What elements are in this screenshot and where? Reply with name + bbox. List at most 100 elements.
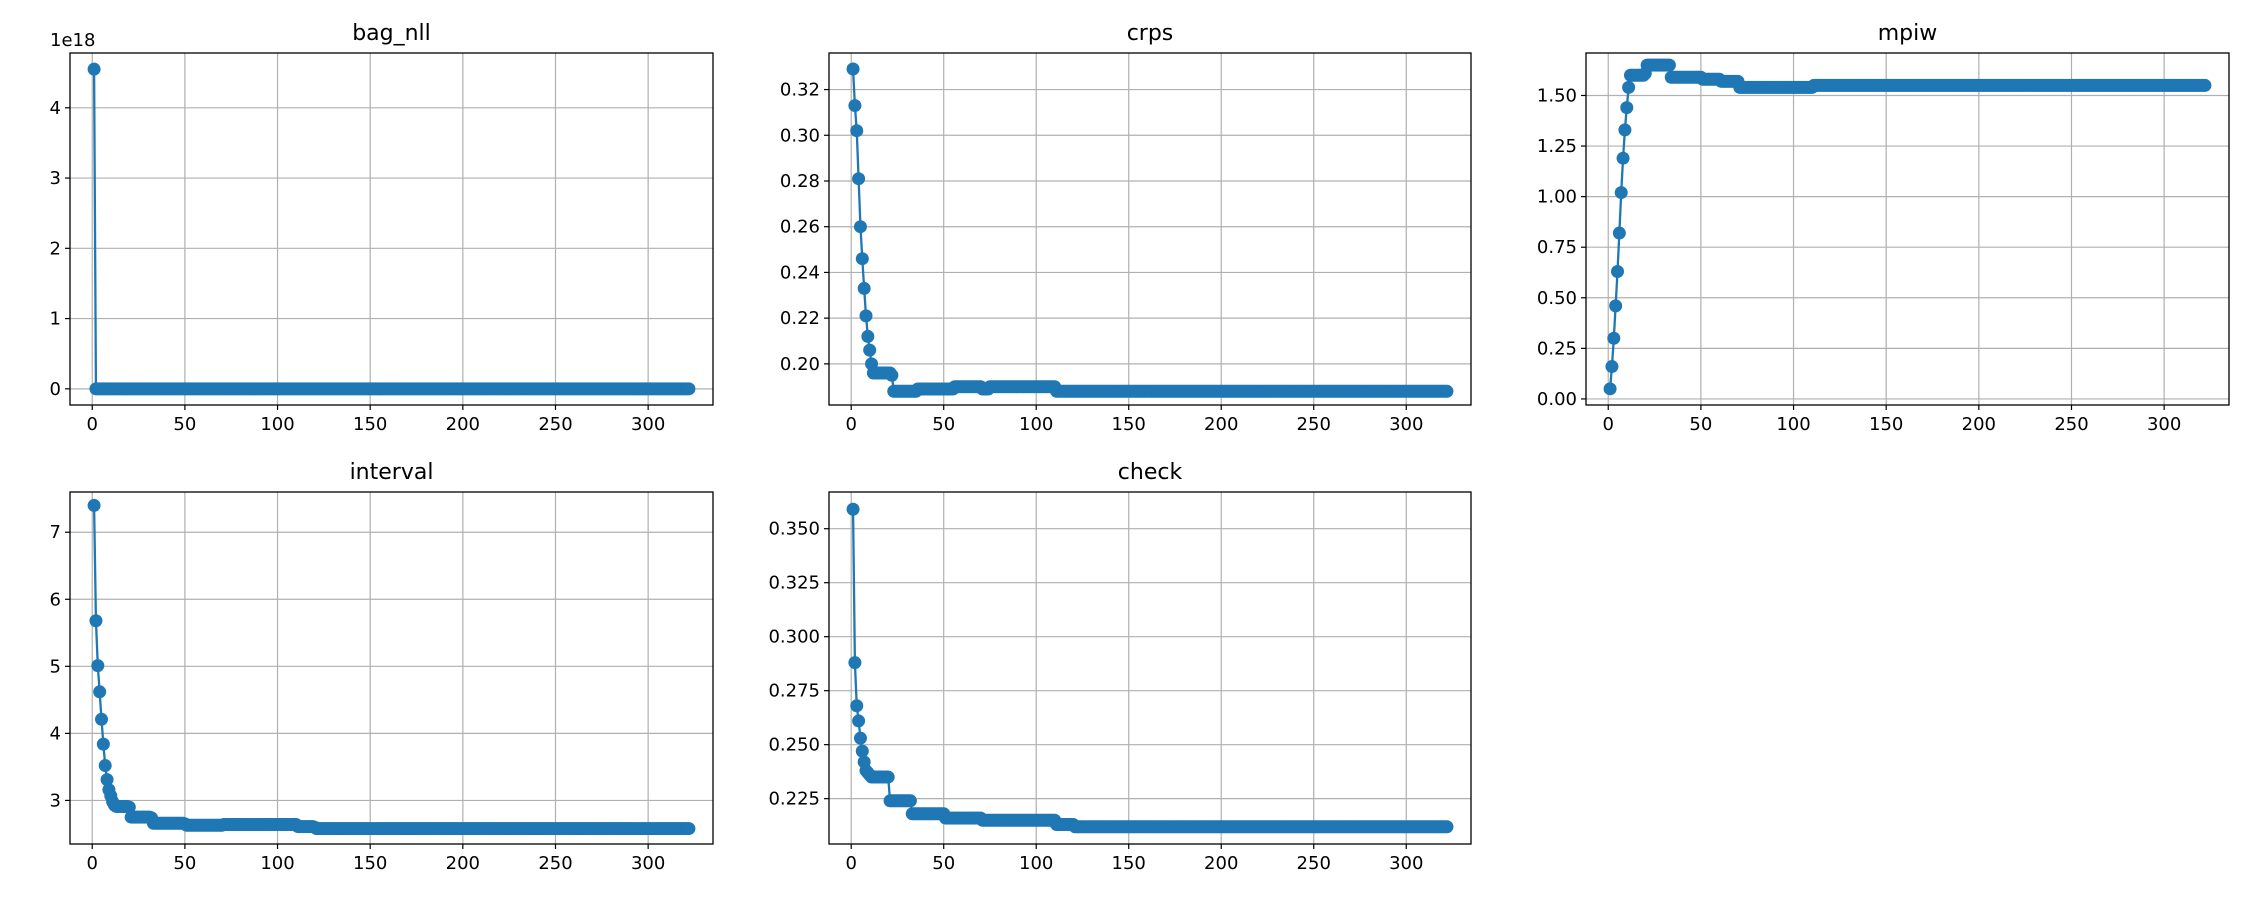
data-point	[853, 220, 867, 234]
series-line	[92, 505, 689, 830]
x-tick-label: 200	[446, 414, 480, 435]
data-point	[1611, 264, 1624, 278]
x-tick-label: 250	[1297, 853, 1331, 874]
y-tick-label: 1.50	[1537, 85, 1577, 106]
x-tick-label: 50	[1689, 414, 1712, 435]
data-point	[846, 502, 860, 516]
data-point	[96, 737, 110, 751]
x-tick-label: 250	[538, 414, 572, 435]
data-point	[1605, 360, 1619, 374]
x-tick-label: 300	[631, 414, 665, 435]
x-tick-label: 100	[260, 414, 294, 435]
data-point	[853, 731, 867, 745]
axes-frame	[828, 491, 1472, 845]
subplot-crps: 0 50 100 150 200 250 300 0.20 0.22 0.24 0.26 0.28 0.…	[780, 21, 1472, 435]
x-tick-label: 300	[1389, 414, 1423, 435]
subplot-mpiw: 0 50 100 150 200 250 300 0.00 0.25 0.50 0.75 1.00 1.…	[1537, 21, 2230, 435]
y-tick-label: 4	[50, 723, 61, 744]
data-point	[881, 770, 895, 784]
subplot-title: crps	[1127, 21, 1174, 46]
series-line	[92, 69, 689, 390]
y-tick-label: 4	[50, 98, 61, 119]
data-point	[1620, 101, 1634, 115]
y-tick-label: 3	[50, 790, 61, 811]
y-tick-label: 0.275	[768, 681, 820, 702]
data-point	[682, 822, 696, 836]
y-tick-label: 0.00	[1537, 389, 1577, 410]
subplot-title: bag_nll	[352, 21, 431, 46]
x-tick-label: 200	[1962, 414, 1996, 435]
subplot-bag-nll: 0 50 100 150 200 250 300 0 1 2 3 4 bag_nll 1e18	[50, 21, 714, 435]
y-tick-label: 0	[50, 379, 61, 400]
data-point	[98, 759, 112, 773]
data-point	[863, 343, 877, 357]
y-tick-label: 0.250	[768, 735, 820, 756]
x-tick-label: 100	[1776, 414, 1810, 435]
y-tick-label: 0.50	[1537, 288, 1577, 309]
x-tick-label: 150	[353, 853, 387, 874]
data-point	[95, 712, 108, 726]
series-line	[1608, 63, 2205, 389]
data-point	[1616, 151, 1630, 165]
data-point	[848, 656, 862, 670]
data-point	[885, 368, 899, 382]
x-tick-label: 50	[932, 853, 955, 874]
y-tick-label: 0.25	[1537, 338, 1577, 359]
data-point	[1622, 80, 1636, 94]
y-tick-label: 0.325	[768, 573, 820, 594]
y-tick-label: 0.26	[780, 217, 820, 238]
data-point	[89, 614, 103, 628]
data-point	[1614, 186, 1628, 200]
x-tick-label: 0	[845, 853, 856, 874]
y-tick-label: 1.00	[1537, 187, 1577, 208]
axes-frame	[69, 491, 714, 845]
x-tick-label: 200	[446, 853, 480, 874]
x-tick-label: 100	[1019, 853, 1053, 874]
x-tick-label: 0	[87, 853, 98, 874]
x-tick-label: 0	[1603, 414, 1614, 435]
y-tick-label: 0.225	[768, 789, 820, 810]
data-point	[1440, 820, 1454, 834]
data-point	[1618, 123, 1632, 137]
data-point	[903, 794, 917, 808]
x-tick-label: 50	[173, 414, 196, 435]
y-tick-label: 0.300	[768, 627, 820, 648]
data-point	[1603, 382, 1617, 396]
data-point	[100, 773, 114, 787]
y-tick-label: 0.75	[1537, 237, 1577, 258]
x-tick-label: 0	[87, 414, 98, 435]
axis-offset-label: 1e18	[50, 30, 95, 51]
x-tick-label: 300	[1389, 853, 1423, 874]
x-tick-label: 200	[1204, 853, 1238, 874]
data-point	[91, 659, 105, 673]
x-tick-label: 100	[260, 853, 294, 874]
y-tick-label: 6	[50, 589, 61, 610]
y-tick-label: 5	[50, 656, 61, 677]
data-point	[852, 714, 866, 728]
y-tick-label: 0.22	[780, 308, 820, 329]
y-tick-label: 0.32	[780, 80, 820, 101]
x-tick-label: 300	[2147, 414, 2181, 435]
data-point	[1440, 384, 1454, 398]
data-point	[861, 329, 875, 343]
x-tick-label: 150	[353, 414, 387, 435]
data-point	[857, 281, 871, 295]
x-tick-label: 200	[1204, 414, 1238, 435]
data-point	[1607, 331, 1621, 345]
x-tick-label: 250	[1297, 414, 1331, 435]
y-tick-label: 3	[50, 168, 61, 189]
data-point	[1609, 299, 1623, 313]
y-tick-label: 0.30	[780, 125, 820, 146]
data-point	[87, 498, 101, 512]
axes-frame	[828, 52, 1472, 406]
x-tick-label: 250	[538, 853, 572, 874]
data-point	[1662, 58, 1676, 72]
data-point	[1612, 226, 1626, 240]
axes-frame	[1585, 52, 2230, 406]
subplot-title: interval	[350, 460, 434, 485]
y-tick-label: 0.28	[780, 171, 820, 192]
subplot-interval: 0 50 100 150 200 250 300 3 4 5 6 7 interval	[50, 460, 714, 874]
series-line	[851, 68, 1447, 393]
x-tick-label: 300	[631, 853, 665, 874]
